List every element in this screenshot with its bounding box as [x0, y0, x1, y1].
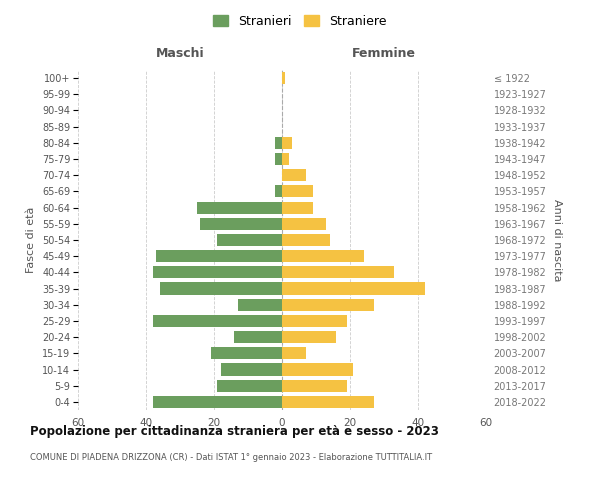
- Text: COMUNE DI PIADENA DRIZZONA (CR) - Dati ISTAT 1° gennaio 2023 - Elaborazione TUTT: COMUNE DI PIADENA DRIZZONA (CR) - Dati I…: [30, 453, 432, 462]
- Bar: [282, 396, 374, 408]
- Bar: [282, 186, 313, 198]
- Bar: [282, 153, 289, 165]
- Bar: [160, 282, 282, 294]
- Bar: [217, 234, 282, 246]
- Bar: [153, 315, 282, 327]
- Bar: [238, 298, 282, 311]
- Y-axis label: Fasce di età: Fasce di età: [26, 207, 37, 273]
- Bar: [200, 218, 282, 230]
- Bar: [282, 72, 286, 84]
- Bar: [211, 348, 282, 360]
- Bar: [282, 250, 364, 262]
- Bar: [217, 380, 282, 392]
- Bar: [275, 186, 282, 198]
- Bar: [282, 348, 306, 360]
- Y-axis label: Anni di nascita: Anni di nascita: [552, 198, 562, 281]
- Bar: [282, 266, 394, 278]
- Bar: [282, 218, 326, 230]
- Text: Femmine: Femmine: [352, 47, 416, 60]
- Bar: [235, 331, 282, 343]
- Bar: [153, 266, 282, 278]
- Bar: [221, 364, 282, 376]
- Text: Maschi: Maschi: [155, 47, 205, 60]
- Text: Popolazione per cittadinanza straniera per età e sesso - 2023: Popolazione per cittadinanza straniera p…: [30, 425, 439, 438]
- Bar: [197, 202, 282, 213]
- Bar: [282, 298, 374, 311]
- Bar: [282, 364, 353, 376]
- Bar: [282, 202, 313, 213]
- Bar: [282, 282, 425, 294]
- Legend: Stranieri, Straniere: Stranieri, Straniere: [209, 11, 391, 32]
- Bar: [282, 169, 306, 181]
- Bar: [156, 250, 282, 262]
- Bar: [282, 380, 347, 392]
- Bar: [282, 315, 347, 327]
- Bar: [282, 137, 292, 149]
- Bar: [282, 331, 337, 343]
- Bar: [275, 153, 282, 165]
- Bar: [275, 137, 282, 149]
- Bar: [153, 396, 282, 408]
- Bar: [282, 234, 329, 246]
